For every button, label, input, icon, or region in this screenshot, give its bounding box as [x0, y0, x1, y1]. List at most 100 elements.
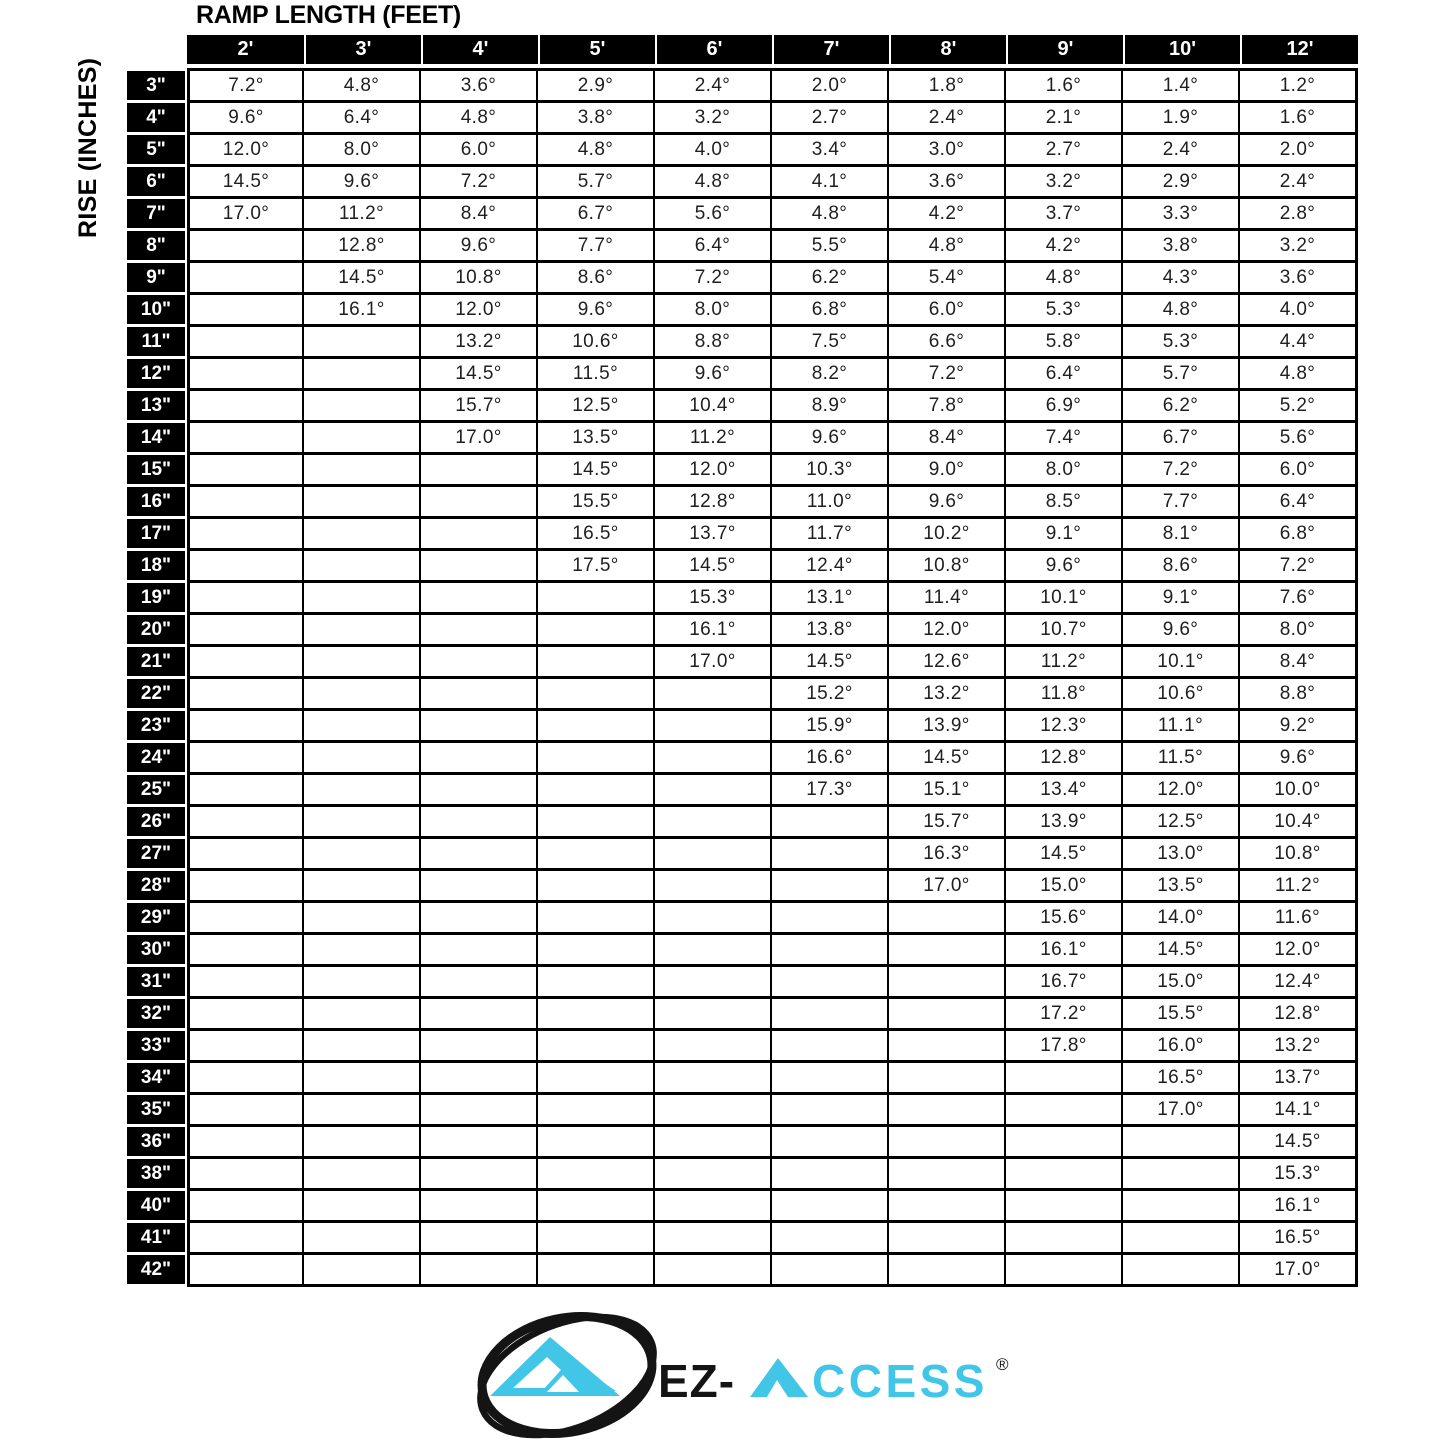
angle-cell: 17.8°	[1006, 1031, 1123, 1063]
empty-cell	[538, 615, 655, 647]
angle-cell: 3.4°	[772, 135, 889, 167]
empty-cell	[655, 807, 772, 839]
angle-cell: 13.1°	[772, 583, 889, 615]
table-row: 21" 17.0° 14.5° 12.6° 11.2° 10.1° 8.4°	[127, 647, 1358, 679]
empty-cell	[187, 1095, 304, 1127]
table-row: 10" 16.1° 12.0° 9.6° 8.0° 6.8° 6.0° 5.3° 4.8° 4.0…	[127, 295, 1358, 327]
empty-cell	[655, 743, 772, 775]
angle-cell: 1.6°	[1240, 103, 1358, 135]
column-header-row: 2' 3' 4' 5' 6' 7' 8' 9' 10' 12'	[127, 35, 1358, 68]
angle-cell: 6.7°	[538, 199, 655, 231]
row-header: 40"	[127, 1191, 187, 1223]
angle-cell: 8.2°	[772, 359, 889, 391]
empty-cell	[655, 775, 772, 807]
angle-cell: 9.0°	[889, 455, 1006, 487]
row-header: 42"	[127, 1255, 187, 1287]
angle-cell: 12.8°	[1006, 743, 1123, 775]
angle-cell: 13.8°	[772, 615, 889, 647]
empty-cell	[304, 519, 421, 551]
angle-cell: 16.3°	[889, 839, 1006, 871]
empty-cell	[304, 615, 421, 647]
empty-cell	[1006, 1127, 1123, 1159]
row-header: 17"	[127, 519, 187, 551]
table-row: 31" 16.7° 15.0° 12.4°	[127, 967, 1358, 999]
table-row: 38" 15.3°	[127, 1159, 1358, 1191]
empty-cell	[421, 807, 538, 839]
row-header: 24"	[127, 743, 187, 775]
empty-cell	[1123, 1255, 1240, 1287]
angle-cell: 4.8°	[1240, 359, 1358, 391]
row-header: 41"	[127, 1223, 187, 1255]
angle-cell: 9.6°	[772, 423, 889, 455]
empty-cell	[304, 711, 421, 743]
angle-cell: 7.2°	[1240, 551, 1358, 583]
empty-cell	[187, 551, 304, 583]
angle-cell: 9.1°	[1123, 583, 1240, 615]
angle-cell: 15.5°	[1123, 999, 1240, 1031]
angle-cell: 11.2°	[655, 423, 772, 455]
row-header: 11"	[127, 327, 187, 359]
empty-cell	[304, 775, 421, 807]
row-header: 19"	[127, 583, 187, 615]
empty-cell	[421, 583, 538, 615]
empty-cell	[538, 647, 655, 679]
angle-cell: 10.8°	[889, 551, 1006, 583]
column-header: 8'	[889, 35, 1006, 68]
row-header: 5"	[127, 135, 187, 167]
angle-cell: 4.8°	[1006, 263, 1123, 295]
angle-cell: 1.6°	[1006, 68, 1123, 103]
angle-cell: 2.0°	[1240, 135, 1358, 167]
row-header: 12"	[127, 359, 187, 391]
angle-cell: 5.7°	[1123, 359, 1240, 391]
empty-cell	[655, 935, 772, 967]
angle-cell: 11.4°	[889, 583, 1006, 615]
empty-cell	[538, 935, 655, 967]
angle-cell: 5.6°	[1240, 423, 1358, 455]
empty-cell	[655, 1127, 772, 1159]
empty-cell	[304, 455, 421, 487]
angle-cell: 6.4°	[655, 231, 772, 263]
angle-cell: 12.8°	[655, 487, 772, 519]
empty-cell	[187, 1127, 304, 1159]
empty-cell	[187, 935, 304, 967]
angle-cell: 17.5°	[538, 551, 655, 583]
table-row: 42" 17.0°	[127, 1255, 1358, 1287]
empty-cell	[421, 1223, 538, 1255]
empty-cell	[772, 967, 889, 999]
table-row: 6" 14.5° 9.6° 7.2° 5.7° 4.8° 4.1° 3.6° 3.2° 2.9° 2…	[127, 167, 1358, 199]
angle-cell: 4.1°	[772, 167, 889, 199]
empty-cell	[421, 1095, 538, 1127]
angle-cell: 8.9°	[772, 391, 889, 423]
angle-cell: 13.7°	[655, 519, 772, 551]
angle-cell: 8.6°	[538, 263, 655, 295]
angle-cell: 1.9°	[1123, 103, 1240, 135]
angle-cell: 8.5°	[1006, 487, 1123, 519]
angle-cell: 3.8°	[538, 103, 655, 135]
column-header: 4'	[421, 35, 538, 68]
angle-cell: 13.7°	[1240, 1063, 1358, 1095]
empty-cell	[772, 1095, 889, 1127]
angle-cell: 17.3°	[772, 775, 889, 807]
logo-triangle-notch-icon	[547, 1375, 579, 1392]
angle-cell: 9.6°	[538, 295, 655, 327]
angle-cell: 11.1°	[1123, 711, 1240, 743]
table-row: 40" 16.1°	[127, 1191, 1358, 1223]
angle-cell: 3.6°	[1240, 263, 1358, 295]
empty-cell	[187, 1031, 304, 1063]
angle-cell: 8.0°	[304, 135, 421, 167]
chart-title: RAMP LENGTH (FEET)	[196, 1, 461, 29]
angle-cell: 1.8°	[889, 68, 1006, 103]
angle-cell: 14.5°	[421, 359, 538, 391]
empty-cell	[304, 583, 421, 615]
angle-cell: 17.0°	[655, 647, 772, 679]
angle-cell: 4.8°	[538, 135, 655, 167]
empty-cell	[304, 871, 421, 903]
angle-cell: 3.8°	[1123, 231, 1240, 263]
angle-cell: 3.7°	[1006, 199, 1123, 231]
empty-cell	[538, 967, 655, 999]
empty-cell	[655, 967, 772, 999]
angle-cell: 10.7°	[1006, 615, 1123, 647]
angle-cell: 3.2°	[655, 103, 772, 135]
row-header: 16"	[127, 487, 187, 519]
angle-cell: 10.4°	[1240, 807, 1358, 839]
